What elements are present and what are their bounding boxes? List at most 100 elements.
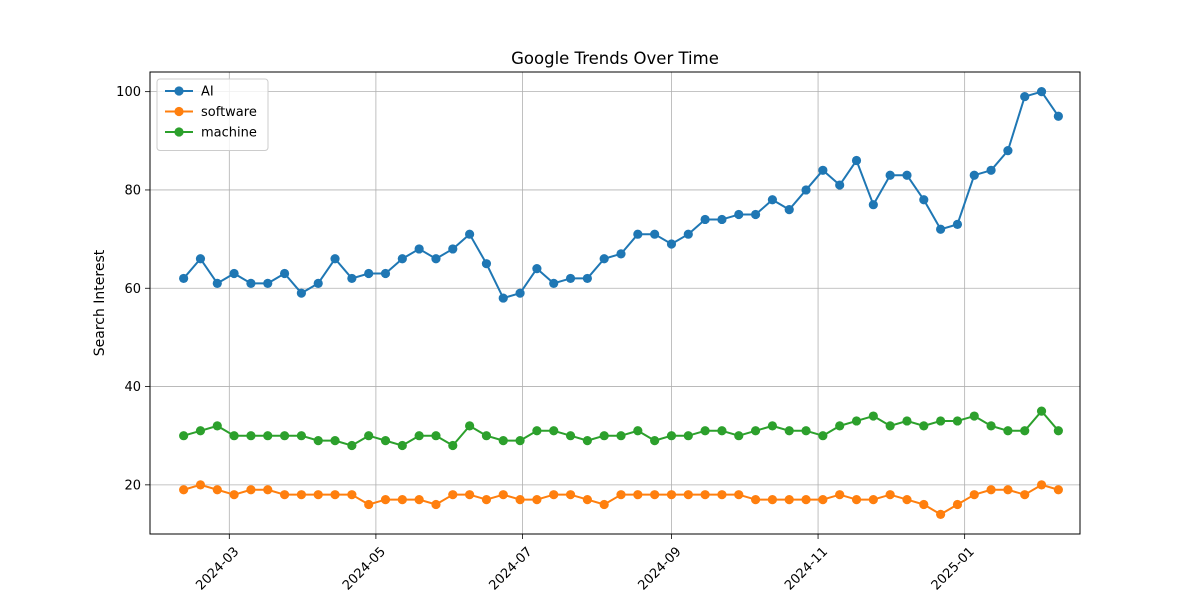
data-point-machine (414, 431, 424, 441)
grid (150, 72, 1080, 534)
data-point-ai (448, 244, 458, 254)
data-point-ai (1036, 87, 1047, 97)
chart-title: Google Trends Over Time (511, 49, 719, 68)
data-point-ai (851, 155, 862, 166)
data-point-ai (397, 254, 407, 264)
data-point-software (565, 490, 576, 500)
legend-marker (174, 86, 184, 96)
data-point-machine (1036, 406, 1047, 416)
data-point-ai (414, 244, 424, 254)
data-point-software (835, 490, 845, 500)
y-tick-label: 80 (124, 183, 141, 198)
data-point-machine (650, 436, 660, 446)
data-point-machine (885, 421, 895, 431)
data-point-software (414, 494, 424, 505)
data-point-machine (818, 431, 828, 441)
data-point-ai (936, 224, 946, 234)
data-point-machine (229, 431, 239, 441)
data-point-machine (246, 431, 256, 441)
data-point-ai (616, 249, 626, 259)
data-point-ai (919, 195, 929, 205)
data-point-software (364, 499, 374, 510)
series-software (179, 480, 1063, 519)
data-point-software (599, 499, 609, 510)
data-point-ai (969, 170, 979, 180)
data-point-ai (229, 268, 239, 279)
data-point-software (683, 490, 693, 500)
data-point-ai (1003, 146, 1013, 156)
data-point-ai (246, 278, 256, 288)
data-point-machine (616, 431, 626, 441)
data-point-software (498, 490, 508, 500)
data-point-software (650, 490, 660, 500)
data-point-machine (952, 416, 963, 426)
data-point-software (734, 490, 744, 500)
data-point-software (195, 480, 206, 490)
y-tick-label: 100 (116, 85, 141, 100)
data-point-software (885, 490, 895, 500)
series-machine (179, 406, 1063, 451)
data-point-software (279, 490, 290, 500)
data-point-machine (986, 421, 996, 431)
data-point-machine (380, 436, 391, 446)
data-point-software (296, 490, 306, 500)
y-axis: 20 40 60 80 100 (116, 85, 150, 493)
data-point-ai (683, 229, 693, 239)
data-point-ai (465, 229, 475, 239)
data-point-machine (784, 426, 794, 436)
data-point-software (263, 485, 273, 495)
data-point-software (448, 490, 458, 500)
data-point-ai (666, 239, 677, 249)
legend-marker (174, 127, 184, 137)
data-point-machine (549, 426, 559, 436)
data-point-ai (767, 195, 778, 205)
data-point-ai (835, 180, 845, 190)
data-point-ai (818, 165, 828, 175)
data-point-ai (498, 293, 508, 303)
data-point-software (717, 490, 727, 500)
data-point-software (633, 490, 643, 500)
data-point-software (212, 485, 222, 495)
data-point-machine (1053, 426, 1063, 436)
data-point-software (229, 490, 239, 500)
data-point-machine (179, 431, 189, 441)
data-point-software (902, 494, 912, 505)
data-point-software (481, 494, 492, 505)
data-point-software (750, 494, 761, 505)
data-point-ai (515, 288, 525, 298)
data-point-ai (633, 229, 643, 239)
legend-label: AI (201, 85, 214, 100)
data-point-machine (397, 440, 407, 451)
data-point-ai (986, 165, 996, 175)
data-point-machine (801, 426, 811, 436)
data-point-software (582, 494, 592, 505)
data-point-software (1036, 480, 1047, 490)
data-point-ai (263, 278, 273, 288)
data-point-software (700, 490, 710, 500)
data-point-software (936, 509, 946, 519)
data-point-ai (1020, 91, 1030, 102)
data-point-machine (683, 431, 693, 441)
data-point-machine (700, 426, 710, 436)
data-point-machine (313, 436, 323, 446)
data-point-machine (868, 411, 878, 421)
data-point-machine (851, 416, 862, 426)
data-point-machine (767, 421, 778, 431)
data-point-ai (565, 273, 576, 284)
data-point-ai (313, 278, 323, 288)
data-point-software (986, 485, 996, 495)
data-point-software (179, 485, 189, 495)
data-point-ai (347, 273, 357, 284)
data-point-ai (902, 170, 912, 180)
data-point-machine (919, 421, 929, 431)
data-point-ai (549, 278, 559, 288)
data-point-software (616, 490, 626, 500)
data-point-machine (498, 436, 508, 446)
data-point-software (851, 494, 862, 505)
data-point-machine (750, 426, 761, 436)
data-point-software (397, 494, 407, 505)
data-point-ai (885, 170, 895, 180)
data-point-machine (195, 426, 206, 436)
data-point-software (666, 490, 677, 500)
